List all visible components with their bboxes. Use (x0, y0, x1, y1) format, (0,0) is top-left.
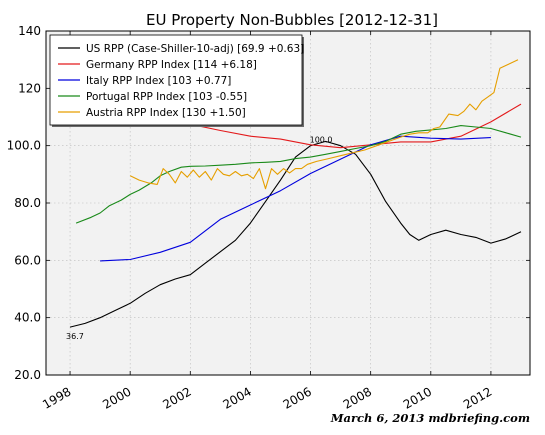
y-tick-label: 20.0 (14, 368, 41, 382)
y-tick-label: 80.0 (14, 196, 41, 210)
x-tick-label: 2010 (401, 384, 434, 411)
data-label: 100.0 (310, 136, 333, 145)
y-tick-label: 120 (18, 81, 41, 95)
series-line (100, 135, 491, 262)
x-tick-label: 2002 (160, 384, 193, 411)
legend-box (49, 34, 303, 126)
chart-title: EU Property Non-Bubbles [2012-12-31] (146, 11, 438, 29)
x-tick-label: 2012 (461, 384, 494, 411)
x-tick-label: 2004 (220, 384, 253, 411)
y-tick-label: 60.0 (14, 253, 41, 267)
legend: US RPP (Case-Shiller-10-adj) [69.9 +0.63… (49, 34, 304, 127)
legend-label: Germany RPP Index [114 +6.18] (86, 59, 257, 71)
series-line (129, 59, 519, 190)
legend-label: Portugal RPP Index [103 -0.55] (86, 91, 247, 103)
legend-label: US RPP (Case-Shiller-10-adj) [69.9 +0.63… (86, 43, 304, 55)
y-tick-label: 40.0 (14, 311, 41, 325)
data-label: 36.7 (66, 332, 84, 341)
footer-credit: March 6, 2013 mdbriefing.com (330, 411, 530, 425)
series-line (75, 125, 522, 224)
y-tick-label: 140 (18, 24, 41, 38)
y-axis: 20.0 40.0 60.0 80.0 100.0 120 140 (7, 24, 530, 382)
legend-label: Italy RPP Index [103 +0.77] (86, 75, 231, 87)
y-tick-label: 100.0 (7, 139, 41, 153)
data-annotations: 36.7 100.0 (66, 136, 332, 341)
series-line (69, 140, 522, 328)
legend-label: Austria RPP Index [130 +1.50] (86, 107, 246, 119)
x-tick-label: 2008 (341, 384, 374, 411)
x-tick-label: 1998 (40, 384, 73, 411)
x-tick-label: 2006 (281, 384, 314, 411)
x-tick-label: 2000 (100, 384, 133, 411)
